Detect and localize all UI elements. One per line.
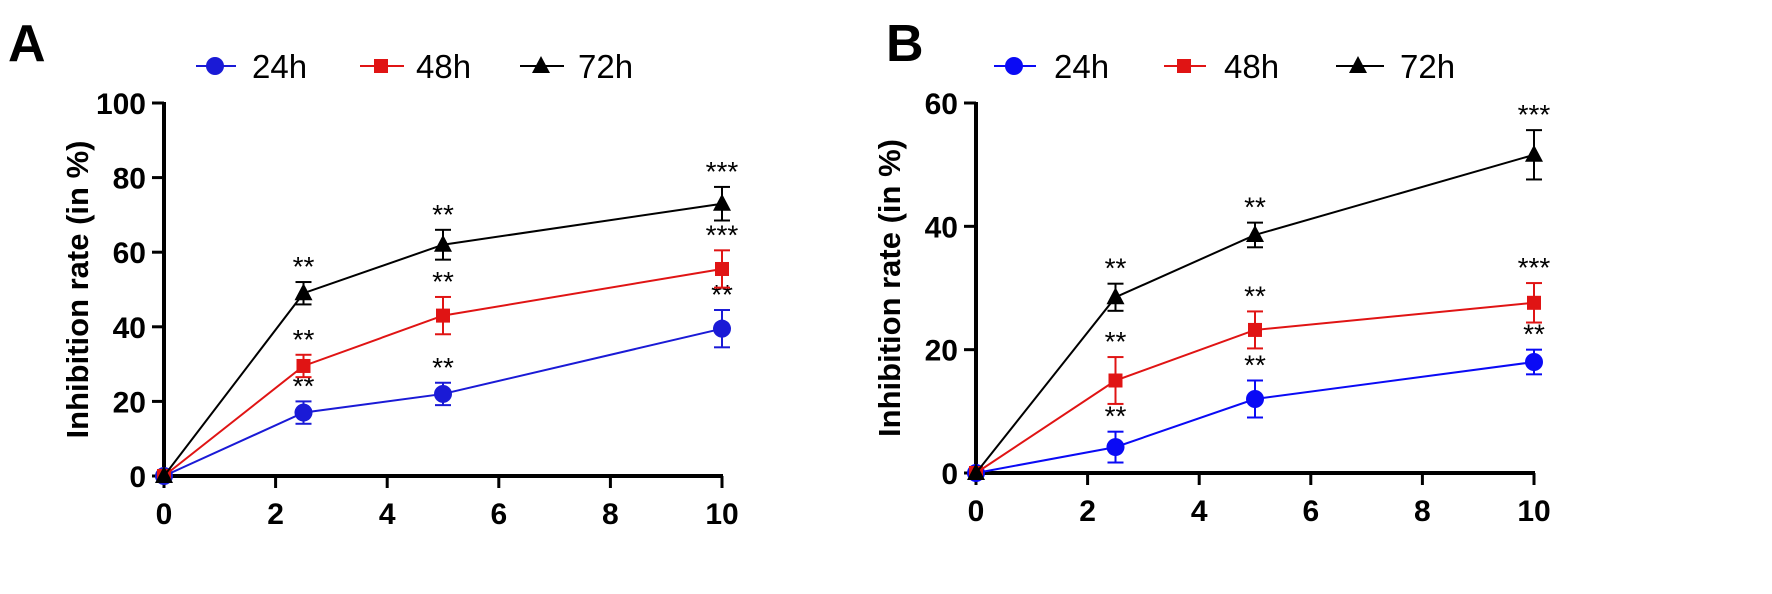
- legend-label-24h: 24h: [1054, 48, 1109, 85]
- legend-label-72h: 72h: [1400, 48, 1455, 85]
- legend-label-72h: 72h: [578, 48, 633, 85]
- series-72h: *******: [155, 156, 738, 483]
- significance-label: **: [1105, 253, 1127, 284]
- data-point-24h: [434, 384, 452, 403]
- panel-label-b: B: [886, 15, 924, 73]
- y-axis-label: Inhibition rate (in %): [60, 141, 95, 439]
- x-tick-label: 10: [1517, 495, 1550, 528]
- x-tick-label: 4: [1191, 495, 1208, 528]
- significance-label: ***: [706, 219, 739, 250]
- significance-label: **: [293, 251, 315, 282]
- x-tick-label: 4: [379, 498, 396, 531]
- significance-label: **: [1244, 280, 1266, 311]
- significance-label: **: [1523, 319, 1545, 350]
- data-point-72h: [434, 234, 452, 252]
- series-line-24h: [975, 361, 1535, 474]
- data-point-24h: [1525, 353, 1543, 371]
- data-point-24h: [1106, 438, 1125, 457]
- series-line-72h: [163, 202, 723, 477]
- legend-marker-72h: [532, 56, 550, 73]
- x-tick-label: 6: [1302, 495, 1319, 528]
- y-tick-label: 20: [113, 386, 146, 419]
- legend-label-48h: 48h: [416, 48, 471, 85]
- x-tick-label: 2: [267, 498, 284, 531]
- x-tick-label: 8: [1414, 495, 1431, 528]
- series-line-24h: [163, 327, 723, 477]
- x-tick-label: 10: [705, 498, 738, 531]
- legend: 24h 48h 72h: [196, 48, 633, 85]
- significance-label: **: [432, 352, 454, 383]
- series-line-48h: [163, 267, 723, 477]
- data-point-24h: [713, 319, 731, 338]
- data-point-24h: [294, 403, 313, 422]
- y-tick-label: 60: [925, 88, 958, 121]
- significance-label: ***: [1518, 252, 1551, 283]
- x-tick-label: 8: [602, 498, 619, 531]
- series-72h: *******: [967, 99, 1550, 480]
- legend-marker-48h: [1177, 59, 1191, 73]
- legend-marker-24h: [206, 57, 224, 75]
- x-tick-label: 0: [156, 498, 173, 531]
- data-point-72h: [155, 466, 173, 483]
- chart-panel-b: B 0 20 40 60 0 2 4 6 8 10 Inhibition rate (in %) **…: [872, 0, 1772, 594]
- data-point-72h: [1525, 144, 1543, 162]
- legend-marker-24h: [1005, 57, 1023, 75]
- y-tick-label: 20: [925, 335, 958, 368]
- series-24h: ** ** **: [967, 319, 1545, 482]
- x-tick-label: 0: [968, 495, 985, 528]
- significance-label: **: [432, 199, 454, 230]
- series-line-48h: [975, 301, 1535, 474]
- y-tick-label: 40: [925, 211, 958, 244]
- data-point-48h: [1108, 373, 1123, 388]
- y-axis-label: Inhibition rate (in %): [872, 139, 907, 437]
- y-tick-label: 40: [113, 312, 146, 345]
- y-tick-label: 0: [941, 458, 958, 491]
- significance-label: **: [1244, 350, 1266, 381]
- legend: 24h 48h 72h: [994, 48, 1455, 85]
- data-point-48h: [296, 358, 311, 373]
- data-point-48h: [1527, 295, 1541, 310]
- y-tick-label: 60: [113, 237, 146, 270]
- x-tick-label: 6: [490, 498, 507, 531]
- significance-label: **: [432, 266, 454, 297]
- data-point-72h: [1246, 224, 1264, 242]
- data-point-72h: [967, 463, 985, 480]
- series-line-72h: [975, 153, 1535, 474]
- line-chart-a: 0 20 40 60 80 100 0 2 4 6 8 10 Inhibition rate (in %…: [60, 48, 739, 531]
- significance-label: ***: [706, 156, 739, 187]
- significance-label: **: [1105, 326, 1127, 357]
- y-tick-label: 80: [113, 163, 146, 196]
- data-point-72h: [1106, 287, 1125, 305]
- data-point-48h: [1248, 322, 1262, 337]
- data-point-24h: [1246, 390, 1264, 408]
- significance-label: **: [1244, 192, 1266, 223]
- chart-panel-a: A 0 20 40 60 80 100 0 2 4 6 8 10 Inhibition rate (in…: [8, 15, 739, 531]
- data-point-48h: [715, 261, 729, 276]
- data-point-72h: [294, 283, 313, 301]
- legend-label-48h: 48h: [1224, 48, 1279, 85]
- data-point-48h: [436, 308, 450, 323]
- significance-label: ***: [1518, 99, 1551, 130]
- legend-label-24h: 24h: [252, 48, 307, 85]
- y-tick-label: 100: [96, 88, 146, 121]
- data-point-72h: [713, 193, 731, 211]
- panel-label-a: A: [8, 15, 46, 73]
- significance-label: **: [1105, 401, 1127, 432]
- legend-marker-48h: [374, 59, 388, 73]
- significance-label: **: [293, 324, 315, 355]
- legend-marker-72h: [1349, 56, 1367, 73]
- y-tick-label: 0: [129, 461, 146, 494]
- x-tick-label: 2: [1079, 495, 1096, 528]
